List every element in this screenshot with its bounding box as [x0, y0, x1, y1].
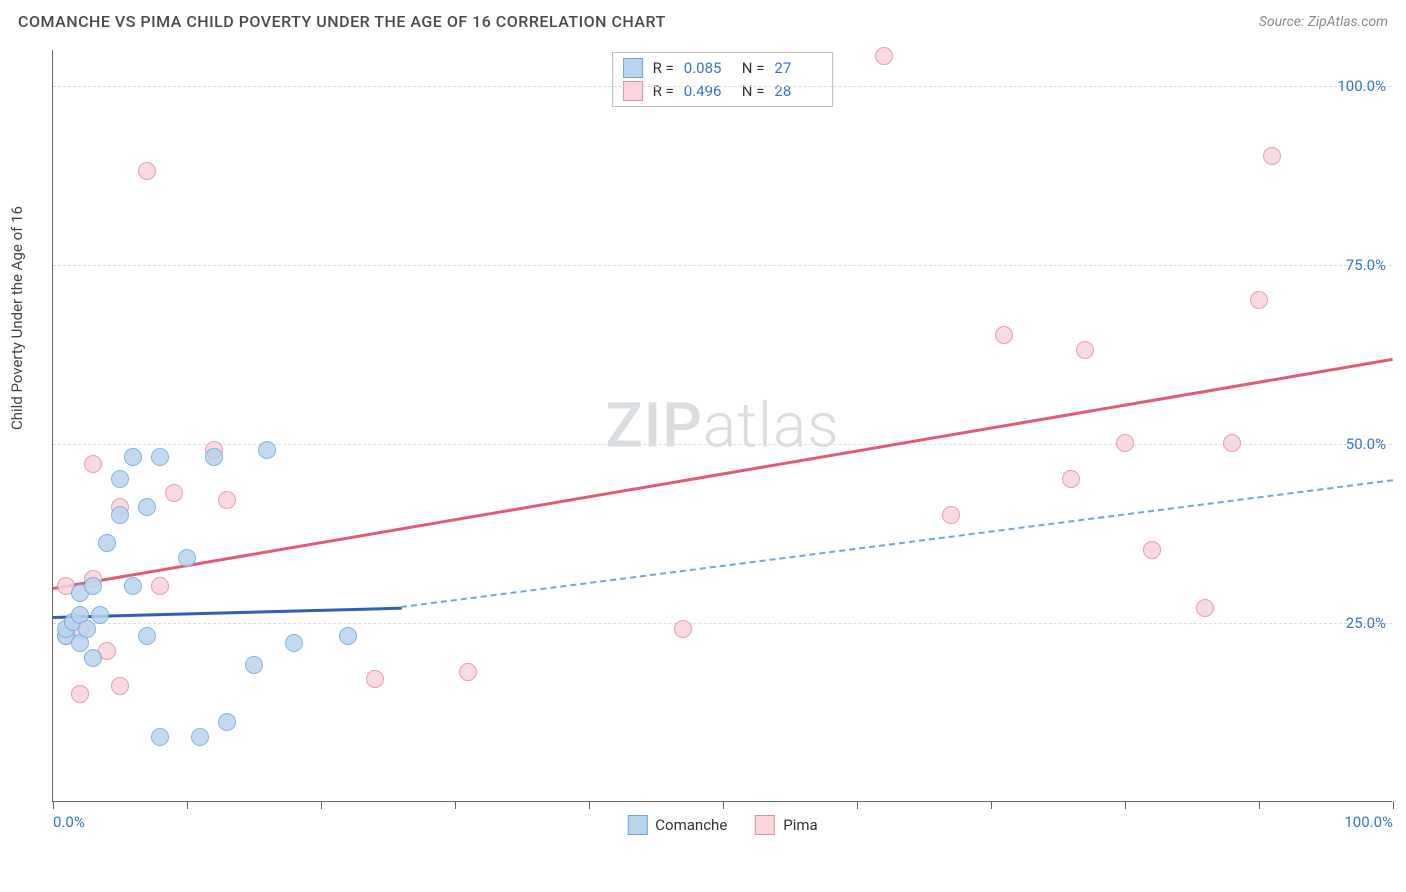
comanche-point [84, 577, 102, 595]
comanche-point [84, 649, 102, 667]
pima-point [942, 506, 960, 524]
x-tick-label: 0.0% [53, 813, 85, 831]
x-tick [1125, 801, 1126, 809]
r-value: 0.496 [684, 80, 732, 103]
correlation-stats-legend: R = 0.085 N = 27 R = 0.496 N = 28 [612, 52, 834, 107]
pima-point [1076, 341, 1094, 359]
pima-point [875, 47, 893, 65]
x-tick [723, 801, 724, 809]
pima-point [1263, 147, 1281, 165]
x-tick [857, 801, 858, 809]
pima-point [151, 577, 169, 595]
pima-point [459, 663, 477, 681]
x-tick [1259, 801, 1260, 809]
x-tick [589, 801, 590, 809]
pima-point [1223, 434, 1241, 452]
comanche-point [151, 448, 169, 466]
x-tick [321, 801, 322, 809]
legend-label: Pima [783, 816, 817, 834]
comanche-point [258, 441, 276, 459]
comanche-point [138, 627, 156, 645]
trend-line [53, 358, 1394, 590]
comanche-point [91, 606, 109, 624]
n-label: N = [742, 57, 765, 80]
gridline [53, 623, 1392, 624]
y-axis-label: Child Poverty Under the Age of 16 [8, 206, 26, 430]
x-tick [455, 801, 456, 809]
legend-stat-row: R = 0.496 N = 28 [623, 80, 823, 103]
pima-point [366, 670, 384, 688]
x-tick [991, 801, 992, 809]
comanche-point [245, 656, 263, 674]
pima-point [1143, 541, 1161, 559]
watermark: ZIPatlas [605, 389, 839, 462]
legend-swatch [623, 58, 643, 78]
legend-item: Comanche [627, 815, 727, 835]
legend-swatch [627, 815, 647, 835]
gridline [53, 265, 1392, 266]
pima-point [84, 455, 102, 473]
pima-point [218, 491, 236, 509]
series-legend: Comanche Pima [627, 815, 817, 835]
x-tick [1393, 801, 1394, 809]
legend-swatch [755, 815, 775, 835]
chart-title: COMANCHE VS PIMA CHILD POVERTY UNDER THE… [18, 12, 666, 31]
comanche-point [205, 448, 223, 466]
legend-stat-row: R = 0.085 N = 27 [623, 57, 823, 80]
x-tick [53, 801, 54, 809]
pima-point [1116, 434, 1134, 452]
n-label: N = [742, 80, 765, 103]
comanche-point [111, 470, 129, 488]
pima-point [1196, 599, 1214, 617]
legend-swatch [623, 81, 643, 101]
x-tick [187, 801, 188, 809]
comanche-point [111, 506, 129, 524]
pima-point [138, 162, 156, 180]
scatter-chart: ZIPatlas R =0.085N =27R =0.496N =28 Coma… [52, 50, 1392, 802]
n-value: 28 [774, 80, 822, 103]
y-tick-label: 50.0% [1346, 435, 1386, 453]
comanche-point [178, 549, 196, 567]
r-label: R = [653, 80, 674, 103]
pima-point [995, 326, 1013, 344]
y-tick-label: 100.0% [1337, 77, 1386, 95]
legend-label: Comanche [655, 816, 727, 834]
pima-point [674, 620, 692, 638]
comanche-point [124, 448, 142, 466]
comanche-point [339, 627, 357, 645]
source-attribution: Source: ZipAtlas.com [1259, 14, 1388, 30]
pima-point [1250, 291, 1268, 309]
n-value: 27 [774, 57, 822, 80]
pima-point [165, 484, 183, 502]
comanche-point [151, 728, 169, 746]
trend-line [401, 480, 1393, 609]
r-label: R = [653, 57, 674, 80]
legend-item: Pima [755, 815, 817, 835]
y-tick-label: 25.0% [1346, 614, 1386, 632]
comanche-point [285, 634, 303, 652]
pima-point [111, 677, 129, 695]
x-tick-label: 100.0% [1344, 813, 1393, 831]
pima-point [71, 685, 89, 703]
comanche-point [218, 713, 236, 731]
comanche-point [124, 577, 142, 595]
y-tick-label: 75.0% [1346, 256, 1386, 274]
gridline [53, 86, 1392, 87]
r-value: 0.085 [684, 57, 732, 80]
comanche-point [78, 620, 96, 638]
comanche-point [98, 534, 116, 552]
comanche-point [191, 728, 209, 746]
pima-point [1062, 470, 1080, 488]
gridline [53, 444, 1392, 445]
comanche-point [138, 498, 156, 516]
